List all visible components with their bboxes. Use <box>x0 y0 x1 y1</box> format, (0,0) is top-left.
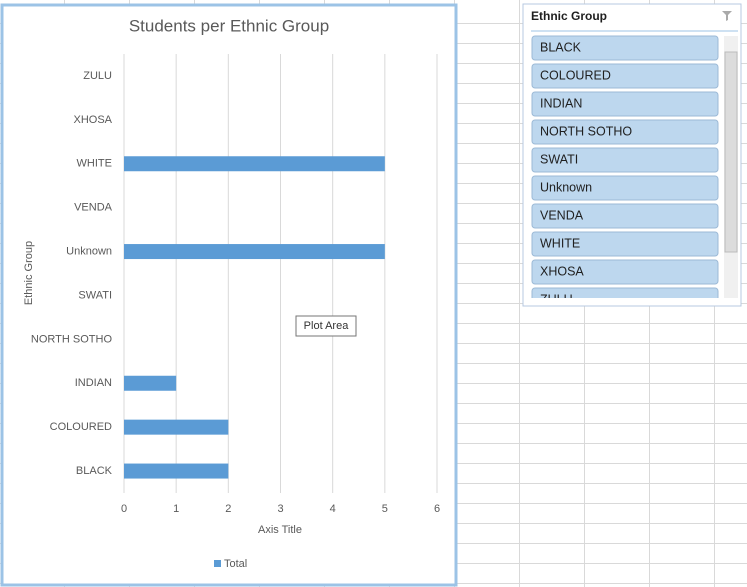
y-tick-label: INDIAN <box>75 377 112 389</box>
x-tick-label: 5 <box>382 503 388 515</box>
slicer-item-label: SWATI <box>540 152 578 166</box>
x-tick-label: 4 <box>330 503 336 515</box>
bar <box>124 463 229 479</box>
chart-area[interactable] <box>0 3 458 587</box>
slicer-item-label: WHITE <box>540 236 580 250</box>
slicer-item-label: Unknown <box>540 180 592 194</box>
y-tick-label: Unknown <box>66 245 112 257</box>
y-tick-label: ZULU <box>83 70 112 82</box>
slicer-item-label: BLACK <box>540 40 582 54</box>
slicer-item[interactable] <box>531 203 719 229</box>
y-tick-label: BLACK <box>76 465 113 477</box>
x-tick-label: 0 <box>121 503 127 515</box>
x-tick-label: 3 <box>277 503 283 515</box>
y-tick-label: COLOURED <box>50 421 112 433</box>
slicer-item-label: ZULU <box>540 292 573 306</box>
x-tick-label: 2 <box>225 503 231 515</box>
x-tick-label: 1 <box>173 503 179 515</box>
slicer-item[interactable] <box>531 91 719 117</box>
x-tick-label: 6 <box>434 503 440 515</box>
slicer-items: BLACK COLOURED INDIAN NORTH SOTHO SWATI Unkno… <box>531 35 719 312</box>
slicer-item[interactable] <box>531 231 719 257</box>
slicer-item-label: NORTH SOTHO <box>540 124 632 138</box>
slicer-item-label: COLOURED <box>540 68 611 82</box>
bar <box>124 244 385 260</box>
y-tick-label: NORTH SOTHO <box>31 333 113 345</box>
slicer-item[interactable] <box>531 147 719 173</box>
slicer-item[interactable] <box>531 259 719 285</box>
slicer-item-label: XHOSA <box>540 264 584 278</box>
y-tick-label: XHOSA <box>73 114 112 126</box>
y-tick-label: VENDA <box>74 202 113 214</box>
slicer-title: Ethnic Group <box>531 9 607 23</box>
slicer-item[interactable] <box>531 175 719 201</box>
slicer-item[interactable] <box>531 35 719 61</box>
bar <box>124 375 177 391</box>
bar <box>124 419 229 435</box>
slicer-item[interactable] <box>531 119 719 145</box>
scroll-thumb[interactable] <box>724 51 738 253</box>
x-axis-title: Axis Title <box>258 524 302 536</box>
y-axis-title: Ethnic Group <box>23 241 35 305</box>
slicer-item[interactable] <box>531 287 719 312</box>
clear-filter-icon[interactable] <box>722 11 732 21</box>
tooltip <box>295 315 357 337</box>
y-tick-label: SWATI <box>78 289 112 301</box>
legend-label: Total <box>224 558 247 570</box>
slicer-item-label: VENDA <box>540 208 584 222</box>
y-tick-label: WHITE <box>77 158 112 170</box>
slicer-item[interactable] <box>531 63 719 89</box>
chart-title: Students per Ethnic Group <box>129 16 329 35</box>
tooltip-text: Plot Area <box>304 320 350 332</box>
legend-swatch <box>214 560 221 567</box>
slicer-item-label: INDIAN <box>540 96 582 110</box>
bar <box>124 156 385 172</box>
